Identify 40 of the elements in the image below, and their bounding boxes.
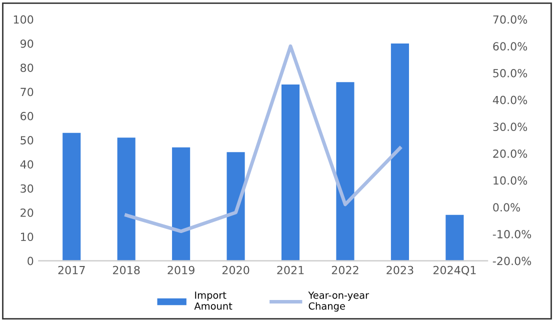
y-tick-label: 30 [20, 184, 34, 193]
y-tick-label: 20 [20, 208, 34, 217]
y2-tick-label: 10.0% [494, 176, 528, 185]
bar [172, 147, 190, 261]
y2-tick-label: -20.0% [492, 256, 532, 266]
x-tick-label: 2019 [168, 266, 194, 274]
y2-tick-label: -10.0% [492, 230, 532, 238]
y2-tick-label: 0.0% [493, 203, 520, 212]
bar [62, 132, 81, 261]
bar [281, 84, 300, 261]
y-tick-label: 50 [20, 136, 34, 144]
bar [390, 43, 409, 261]
y2-tick-label: 20.0% [493, 149, 528, 158]
legend-label: Year-on-year Change [308, 292, 370, 312]
y-tick-label: 90 [20, 39, 34, 48]
bar [446, 214, 464, 261]
x-tick-label: 2021 [277, 266, 304, 274]
x-tick-label: 2020 [222, 266, 250, 274]
y2-tick-label: 60.0% [493, 42, 528, 51]
x-tick-label: 2018 [113, 266, 140, 274]
line-series [124, 44, 402, 234]
y-tick-label: 60 [20, 112, 34, 120]
y2-tick-label: 70.0% [493, 15, 528, 24]
x-tick-label: 2023 [386, 266, 414, 274]
y2-tick-label: 50.0% [493, 68, 528, 78]
y-tick-label: 10 [21, 232, 34, 242]
x-tick-label: 2022 [332, 266, 358, 274]
bar [226, 152, 245, 261]
y-tick-label: 70 [20, 88, 34, 96]
y-tick-label: 100 [14, 15, 34, 24]
y-tick-label: 0 [28, 256, 34, 266]
y-tick-label: 40 [20, 160, 34, 169]
bar [336, 82, 354, 261]
x-tick-label: 2024Q1 [433, 266, 476, 276]
legend-label: Import Amount [194, 292, 232, 310]
bar [117, 138, 136, 261]
y2-tick-label: 30.0% [493, 122, 528, 132]
y2-tick-label: 40.0% [492, 96, 528, 104]
y-tick-label: 80 [20, 64, 34, 72]
x-tick-label: 2017 [58, 266, 85, 274]
